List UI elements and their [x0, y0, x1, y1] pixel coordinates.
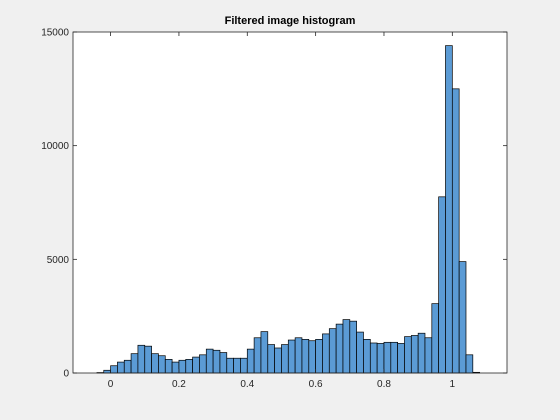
histogram-bar — [267, 344, 275, 374]
histogram-bar — [123, 359, 132, 374]
chart-title: Filtered image histogram — [225, 15, 356, 27]
histogram-bar — [130, 353, 139, 374]
histogram-bar — [178, 359, 187, 374]
histogram-bar — [212, 349, 221, 374]
histogram-bar — [301, 339, 310, 374]
histogram-bar — [144, 345, 152, 374]
histogram-bar — [390, 341, 398, 374]
histogram-bar — [240, 357, 248, 374]
histogram-bar — [356, 331, 364, 374]
y-tick-label: 5000 — [47, 255, 70, 266]
histogram-bar — [110, 365, 118, 374]
histogram-bar — [458, 261, 467, 374]
histogram-bar — [287, 339, 296, 374]
x-tick-label: 1 — [450, 379, 456, 390]
histogram-bar — [205, 348, 214, 374]
histogram-bar — [185, 359, 193, 374]
histogram-bar — [199, 354, 207, 374]
histogram-bar — [445, 45, 453, 374]
histogram-bar — [253, 337, 262, 374]
histogram-bars — [96, 45, 481, 374]
x-tick-label: 0.6 — [309, 379, 323, 390]
histogram-bar — [246, 348, 255, 374]
histogram-bar — [219, 352, 228, 374]
histogram-bar — [397, 343, 405, 374]
axis-tick-labels: 0 0.2 0.4 0.6 0.8 1 0 5000 10000 15000 — [41, 28, 455, 391]
histogram-bar — [424, 337, 433, 374]
histogram-bar — [383, 341, 392, 374]
histogram-bar — [431, 303, 440, 374]
histogram-bar — [328, 328, 337, 374]
histogram-bar — [438, 196, 446, 374]
histogram-bar — [363, 339, 371, 374]
histogram-bar — [171, 361, 180, 374]
histogram-bar — [342, 319, 351, 374]
histogram-bar — [465, 354, 474, 374]
histogram-bar — [158, 355, 166, 374]
histogram-bar — [322, 333, 330, 374]
histogram-bar — [376, 343, 385, 374]
x-tick-label: 0.2 — [172, 379, 186, 390]
histogram-bar — [274, 347, 282, 374]
histogram-bar — [417, 332, 426, 374]
x-tick-label: 0.4 — [240, 379, 254, 390]
histogram-bar — [103, 369, 111, 374]
histogram-bar — [308, 340, 316, 374]
histogram-bar — [117, 361, 125, 374]
histogram-bar — [294, 337, 303, 374]
x-tick-label: 0 — [108, 379, 114, 390]
histogram-bar — [192, 356, 200, 374]
histogram-bar — [226, 357, 234, 374]
histogram-bar — [451, 88, 460, 374]
histogram-bar — [260, 331, 269, 374]
histogram-bar — [315, 339, 323, 374]
y-tick-label: 0 — [63, 369, 69, 380]
histogram-bar — [335, 323, 344, 374]
histogram-bar — [233, 357, 241, 374]
histogram-bar — [151, 353, 159, 374]
x-tick-label: 0.8 — [377, 379, 391, 390]
histogram-bar — [281, 344, 289, 374]
histogram-bar — [369, 342, 378, 374]
histogram-bar — [137, 344, 146, 374]
axes-frame — [72, 31, 508, 374]
histogram-bar — [349, 320, 357, 374]
histogram-bar — [164, 359, 173, 374]
y-tick-label: 15000 — [41, 28, 69, 39]
y-tick-label: 10000 — [41, 141, 69, 152]
histogram-bar — [404, 336, 412, 374]
histogram-bar — [410, 335, 419, 374]
